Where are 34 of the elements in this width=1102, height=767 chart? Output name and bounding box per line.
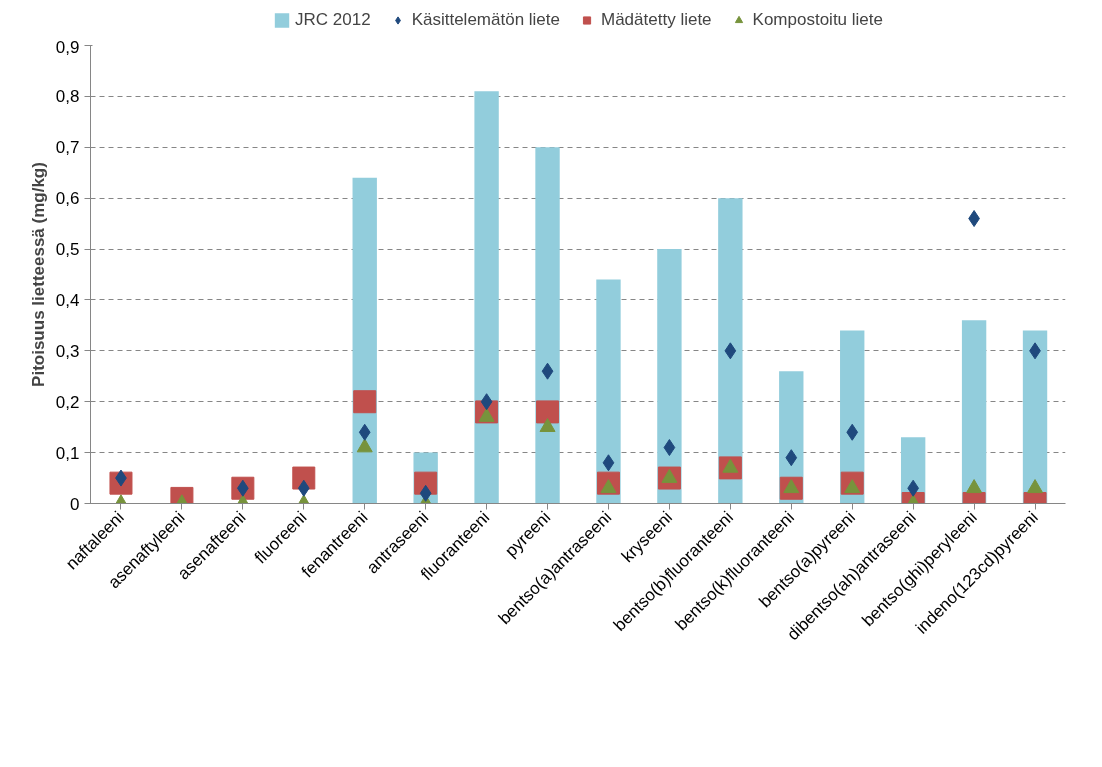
- y-axis-title: Pitoisuus lietteessä (mg/kg): [28, 162, 48, 387]
- point: [358, 423, 371, 441]
- point: [602, 454, 615, 472]
- y-tick-label: 0,7: [55, 138, 80, 158]
- point: [785, 449, 798, 467]
- bar: [535, 147, 560, 504]
- y-tick-label: 0,2: [55, 392, 80, 412]
- y-tick-label: 0,4: [55, 290, 80, 310]
- y-tick-label: 0: [70, 494, 80, 514]
- y-tick-label: 0,3: [55, 341, 80, 361]
- y-tick-label: 0,8: [55, 87, 80, 107]
- point: [539, 418, 556, 432]
- point: [966, 479, 983, 494]
- point: [419, 484, 432, 502]
- point: [1027, 479, 1044, 494]
- point: [356, 438, 373, 453]
- point: [541, 362, 554, 380]
- legend-label: Mädätetty liete: [601, 10, 712, 30]
- point: [536, 400, 560, 424]
- point: [297, 479, 310, 497]
- point: [724, 342, 737, 360]
- legend-label: Käsittelemätön liete: [411, 10, 561, 30]
- y-tick-label: 0,9: [55, 37, 80, 57]
- legend-label: JRC 2012: [295, 10, 371, 30]
- legend-label: Kompostoitu liete: [752, 10, 883, 30]
- point: [846, 423, 859, 441]
- y-tick-label: 0,1: [55, 443, 80, 463]
- y-tick-label: 0,5: [55, 240, 80, 260]
- y-tick-label: 0,6: [55, 189, 80, 209]
- bar: [474, 91, 499, 504]
- point: [353, 390, 377, 414]
- point: [663, 439, 676, 457]
- point: [480, 393, 493, 411]
- bar: [718, 198, 743, 504]
